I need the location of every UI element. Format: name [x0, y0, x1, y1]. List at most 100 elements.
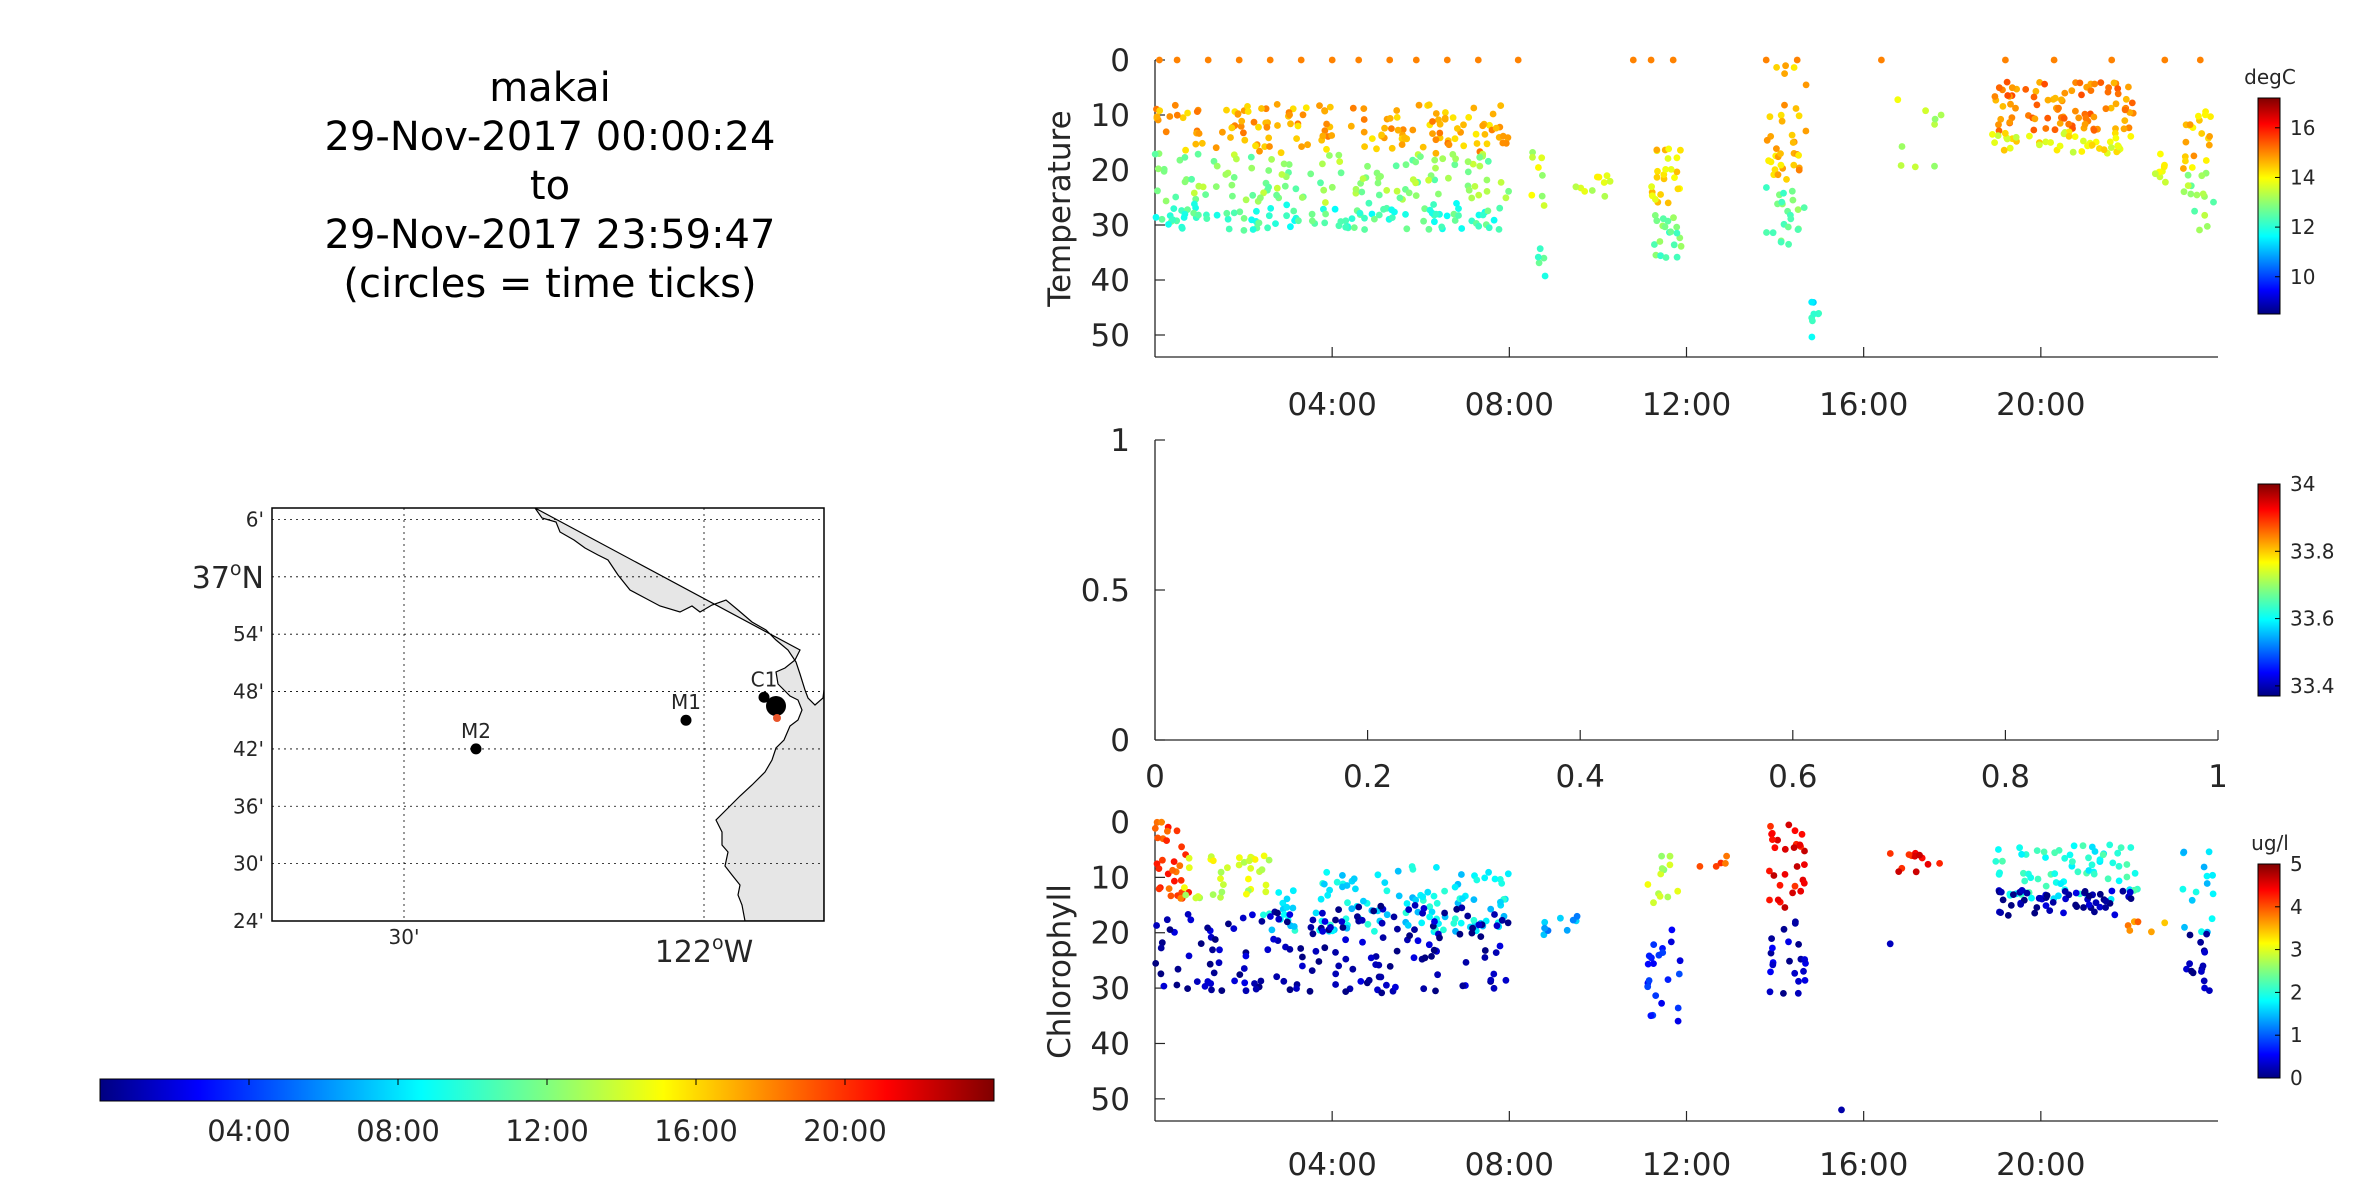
track-latest-point: [773, 714, 781, 722]
x-tick-label: 1: [2208, 759, 2228, 795]
data-point: [1995, 846, 2002, 853]
data-point: [1228, 124, 1236, 132]
data-point: [1696, 863, 1704, 870]
data-point: [2127, 133, 2135, 140]
data-point: [2102, 904, 2110, 911]
data-point: [1155, 885, 1163, 893]
start-time: 29-Nov-2017 00:00:24: [324, 114, 776, 160]
data-point: [2148, 928, 2155, 936]
data-point: [1162, 197, 1170, 205]
data-point: [1473, 140, 1481, 147]
data-point: [1838, 1106, 1845, 1114]
data-point: [1373, 145, 1380, 153]
data-point: [2085, 854, 2092, 862]
data-point: [1249, 191, 1257, 199]
data-point: [2074, 868, 2082, 876]
y-axis-label: Temperature: [1042, 110, 1078, 307]
data-point: [1244, 103, 1251, 110]
data-point: [1435, 116, 1442, 124]
data-point: [1763, 136, 1771, 144]
data-point: [1794, 206, 1802, 214]
data-point: [2127, 895, 2135, 902]
data-point: [1278, 171, 1286, 178]
data-point: [1487, 976, 1495, 984]
data-point: [1231, 977, 1238, 985]
data-point: [1268, 156, 1275, 163]
data-point: [2186, 960, 2194, 968]
data-point: [1432, 164, 1439, 172]
data-point: [1213, 211, 1221, 219]
data-point: [1174, 965, 1182, 973]
data-point: [1767, 949, 1775, 957]
data-point: [1405, 906, 1413, 913]
data-point: [1650, 941, 1658, 948]
data-point: [1195, 130, 1203, 137]
data-point: [1181, 178, 1189, 186]
colorbar-gradient: [2257, 863, 2281, 1079]
data-point: [2055, 104, 2062, 112]
data-point: [1289, 904, 1297, 912]
x-tick-label: 0.8: [1981, 759, 2030, 795]
data-point: [1790, 64, 1798, 71]
data-point: [1536, 245, 1544, 253]
data-point: [1529, 149, 1536, 156]
y-tick-label: 1: [1110, 423, 1130, 459]
data-point: [1386, 115, 1394, 122]
data-point: [1349, 104, 1357, 112]
data-point: [2065, 132, 2073, 140]
data-point: [1931, 121, 1938, 128]
data-point: [1404, 921, 1412, 929]
data-point: [1240, 129, 1247, 137]
data-point: [1674, 887, 1682, 895]
time-colorbar: 04:00 08:00 12:00 16:00 20:00: [99, 1078, 995, 1148]
data-point: [1475, 222, 1483, 230]
data-point: [2107, 104, 2115, 112]
data-point: [1795, 977, 1802, 985]
data-point: [1393, 947, 1401, 955]
data-point: [1664, 893, 1672, 901]
data-point: [1238, 117, 1246, 125]
data-point: [1247, 865, 1255, 872]
data-point: [1418, 919, 1426, 927]
data-point: [2088, 843, 2096, 851]
data-point: [1677, 242, 1685, 250]
data-point: [1159, 856, 1166, 864]
data-point: [1339, 924, 1347, 931]
data-point: [2122, 95, 2130, 103]
data-point: [1894, 96, 1902, 104]
data-point: [2072, 889, 2080, 897]
data-point: [2090, 113, 2098, 121]
data-point: [1164, 827, 1171, 835]
data-point: [1180, 214, 1188, 221]
data-point: [1260, 852, 1268, 860]
data-point: [1225, 920, 1232, 928]
data-point: [1931, 115, 1939, 123]
data-point: [1230, 209, 1238, 217]
data-point: [1163, 916, 1171, 924]
data-point: [2004, 92, 2012, 99]
data-point: [1283, 895, 1291, 903]
data-point: [2192, 888, 2200, 896]
data-point: [2182, 157, 2189, 165]
data-point: [2115, 862, 2123, 870]
colorbar-tick-label: 5: [2290, 852, 2303, 876]
data-point: [1154, 165, 1162, 173]
data-point: [1997, 909, 2004, 916]
data-point: [1309, 916, 1317, 924]
data-point: [1359, 175, 1367, 183]
data-point: [1169, 866, 1176, 874]
data-point: [1766, 867, 1773, 875]
data-point: [2066, 851, 2074, 859]
data-point: [1789, 889, 1796, 897]
data-point: [1317, 895, 1325, 903]
data-point: [1412, 896, 1420, 904]
data-point: [1199, 183, 1207, 191]
data-point: [2049, 899, 2057, 906]
data-point: [1388, 214, 1396, 222]
data-points: [1151, 56, 2217, 341]
data-point: [1230, 925, 1238, 932]
data-point: [1465, 114, 1473, 121]
data-point: [1670, 214, 1677, 222]
data-point: [1236, 854, 1243, 862]
data-point: [2134, 918, 2142, 926]
